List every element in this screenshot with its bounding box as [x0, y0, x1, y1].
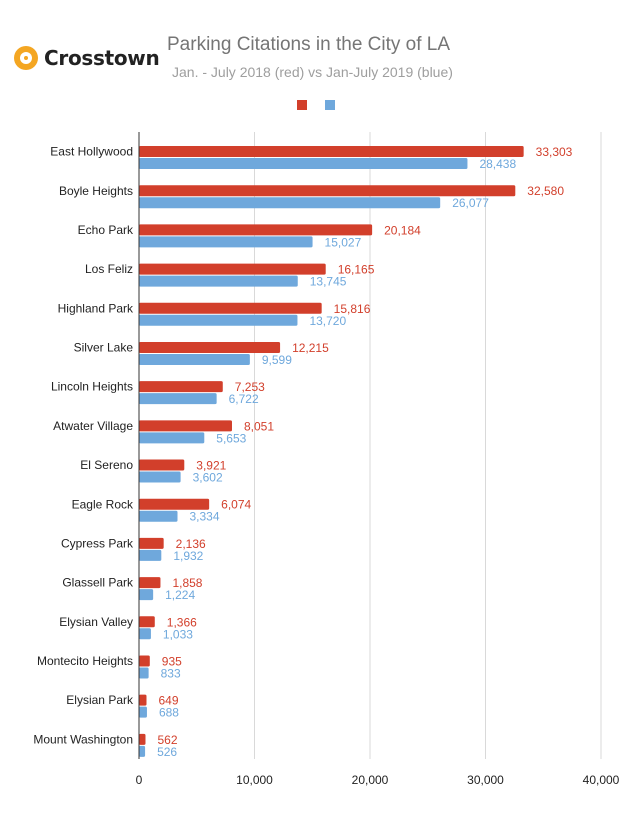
bar-2019[interactable]	[139, 197, 441, 209]
bar-2019[interactable]	[139, 667, 149, 679]
bar-2018[interactable]	[139, 341, 281, 353]
bar-2019[interactable]	[139, 471, 181, 483]
bar-2018[interactable]	[139, 694, 147, 706]
x-tick-label: 30,000	[467, 773, 504, 787]
bar-2019[interactable]	[139, 745, 146, 757]
data-label-2019: 688	[159, 706, 179, 720]
x-tick-label: 20,000	[352, 773, 389, 787]
brand-name: Crosstown	[44, 46, 160, 70]
data-label-2019: 1,033	[163, 627, 193, 641]
bar-2018[interactable]	[139, 577, 161, 589]
bar-2018[interactable]	[139, 224, 373, 236]
category-label: Montecito Heights	[37, 654, 133, 668]
bar-2019[interactable]	[139, 706, 147, 718]
crosstown-logo-icon	[14, 46, 38, 70]
data-label-2018: 12,215	[292, 341, 329, 355]
data-label-2019: 28,438	[479, 157, 516, 171]
bar-2018[interactable]	[139, 459, 185, 471]
bar-2018[interactable]	[139, 537, 164, 549]
data-label-2018: 2,136	[176, 537, 206, 551]
bar-2019[interactable]	[139, 432, 205, 444]
data-label-2018: 16,165	[338, 263, 375, 277]
bar-2018[interactable]	[139, 146, 524, 157]
data-label-2019: 13,720	[309, 314, 346, 328]
data-label-2019: 6,722	[229, 392, 259, 406]
chart-subtitle: Jan. - July 2018 (red) vs Jan-July 2019 …	[172, 64, 453, 80]
data-label-2019: 5,653	[216, 431, 246, 445]
x-tick-label: 40,000	[583, 773, 620, 787]
x-tick-label: 10,000	[236, 773, 273, 787]
bar-2019[interactable]	[139, 589, 154, 601]
category-label: Lincoln Heights	[51, 380, 133, 394]
data-label-2018: 20,184	[384, 223, 421, 237]
data-label-2019: 15,027	[325, 235, 362, 249]
category-label: Mount Washington	[33, 732, 133, 746]
bar-2019[interactable]	[139, 236, 313, 248]
category-label: Cypress Park	[61, 536, 134, 550]
data-label-2019: 833	[161, 666, 181, 680]
category-label: Echo Park	[78, 223, 134, 237]
category-label: Silver Lake	[74, 341, 134, 355]
data-label-2019: 3,334	[190, 510, 220, 524]
data-label-2018: 1,858	[172, 576, 202, 590]
category-label: Elysian Park	[66, 693, 134, 707]
bar-2018[interactable]	[139, 263, 326, 275]
bar-2019[interactable]	[139, 353, 250, 365]
category-label: Eagle Rock	[72, 497, 134, 511]
bar-2018[interactable]	[139, 616, 155, 628]
data-label-2019: 1,224	[165, 588, 195, 602]
data-label-2018: 649	[158, 694, 178, 708]
bar-2019[interactable]	[139, 275, 298, 287]
bar-2018[interactable]	[139, 420, 232, 432]
category-label: Glassell Park	[62, 576, 134, 590]
data-label-2019: 26,077	[452, 196, 489, 210]
data-label-2018: 7,253	[235, 380, 265, 394]
bar-2019[interactable]	[139, 549, 162, 561]
category-label: El Sereno	[80, 458, 133, 472]
legend-swatch[interactable]	[325, 100, 335, 110]
data-label-2019: 526	[157, 745, 177, 759]
category-label: Boyle Heights	[59, 184, 133, 198]
bar-2018[interactable]	[139, 185, 516, 197]
data-label-2019: 13,745	[310, 275, 347, 289]
legend-swatch[interactable]	[297, 100, 307, 110]
data-label-2018: 6,074	[221, 498, 251, 512]
data-label-2018: 15,816	[334, 302, 371, 316]
bar-2019[interactable]	[139, 393, 217, 405]
data-label-2018: 935	[162, 654, 182, 668]
bar-2019[interactable]	[139, 510, 178, 522]
x-tick-label: 0	[136, 773, 143, 787]
data-label-2018: 3,921	[196, 459, 226, 473]
data-label-2018: 562	[157, 733, 177, 747]
category-label: East Hollywood	[50, 145, 133, 159]
chart-title: Parking Citations in the City of LA	[167, 34, 451, 55]
data-label-2019: 9,599	[262, 353, 292, 367]
crosstown-logo: Crosstown	[14, 46, 160, 70]
category-label: Atwater Village	[53, 419, 133, 433]
bar-2019[interactable]	[139, 314, 298, 326]
data-label-2019: 1,932	[173, 549, 203, 563]
bar-2018[interactable]	[139, 498, 210, 510]
bar-2018[interactable]	[139, 381, 223, 393]
bar-2019[interactable]	[139, 628, 151, 640]
bar-2019[interactable]	[139, 158, 468, 169]
bar-2018[interactable]	[139, 302, 322, 314]
category-label: Highland Park	[58, 301, 134, 315]
bar-2018[interactable]	[139, 733, 146, 745]
data-label-2019: 3,602	[193, 471, 223, 485]
bar-2018[interactable]	[139, 655, 150, 667]
data-label-2018: 8,051	[244, 419, 274, 433]
data-label-2018: 1,366	[167, 615, 197, 629]
data-label-2018: 32,580	[527, 184, 564, 198]
data-label-2018: 33,303	[536, 145, 573, 159]
category-label: Los Feliz	[85, 262, 133, 276]
category-label: Elysian Valley	[59, 615, 133, 629]
